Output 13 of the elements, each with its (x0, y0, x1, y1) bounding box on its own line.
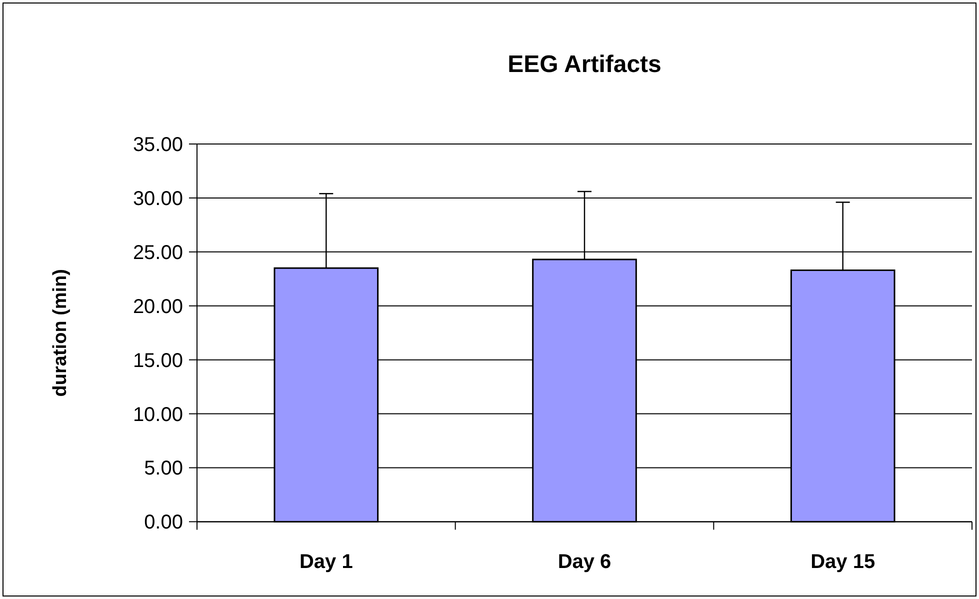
y-tick-label: 10.00 (132, 404, 183, 426)
y-tick-label: 5.00 (144, 458, 183, 480)
x-tick-label: Day 6 (558, 551, 612, 573)
y-axis-title: duration (min) (50, 269, 71, 397)
x-tick-label: Day 1 (299, 551, 353, 573)
y-tick-label: 25.00 (132, 242, 183, 264)
x-tick-label: Day 15 (810, 551, 876, 573)
chart-title: EEG Artifacts (508, 51, 662, 78)
y-tick-label: 30.00 (132, 188, 183, 210)
y-tick-label: 20.00 (132, 296, 183, 318)
y-tick-label: 35.00 (132, 134, 183, 156)
y-tick-label: 15.00 (132, 350, 183, 372)
y-tick-label: 0.00 (144, 512, 183, 534)
